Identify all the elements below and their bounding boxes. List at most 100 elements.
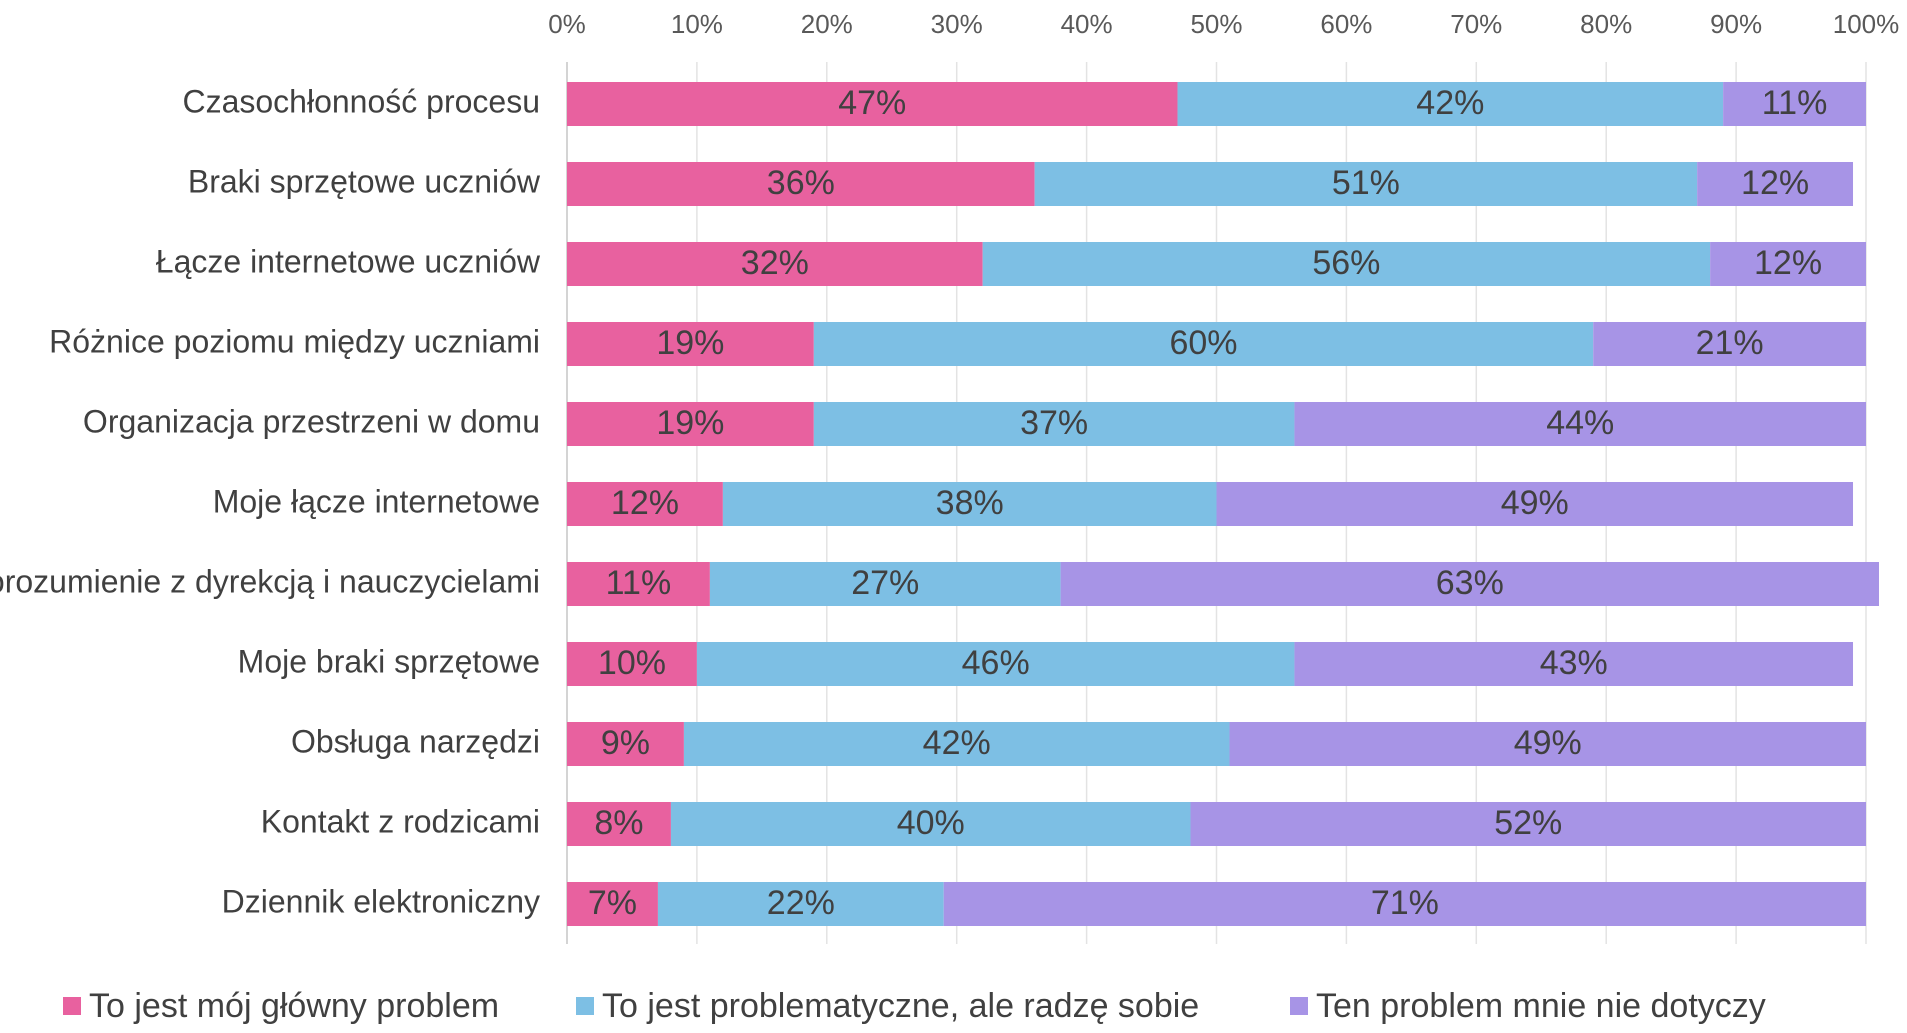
- data-label: 32%: [741, 244, 809, 282]
- legend-label: To jest mój główny problem: [89, 987, 499, 1025]
- data-label: 19%: [656, 324, 724, 362]
- bar-segment: [1593, 322, 1866, 366]
- data-label: 40%: [897, 804, 965, 842]
- category-label: Dziennik elektroniczny: [222, 883, 540, 919]
- bar-segment: [1190, 802, 1866, 846]
- bar-segment: [1710, 242, 1866, 286]
- data-label: 9%: [601, 724, 650, 762]
- data-label: 46%: [962, 644, 1030, 682]
- data-label: 21%: [1696, 324, 1764, 362]
- data-label: 56%: [1312, 244, 1380, 282]
- legend-label: Ten problem mnie nie dotyczy: [1316, 987, 1766, 1025]
- bar-segment: [722, 482, 1217, 526]
- x-tick-label: 70%: [1450, 9, 1502, 39]
- bar-segment: [1697, 162, 1854, 206]
- x-tick-label: 60%: [1320, 9, 1372, 39]
- data-label: 49%: [1501, 484, 1569, 522]
- x-tick-label: 80%: [1580, 9, 1632, 39]
- x-tick-label: 30%: [931, 9, 983, 39]
- data-label: 47%: [838, 84, 906, 122]
- x-tick-label: 40%: [1061, 9, 1113, 39]
- category-label: Moje łącze internetowe: [213, 483, 540, 519]
- data-label: 38%: [936, 484, 1004, 522]
- bar-segment: [696, 642, 1295, 686]
- data-label: 42%: [923, 724, 991, 762]
- legend-swatch: [63, 997, 81, 1015]
- data-label: 51%: [1332, 164, 1400, 202]
- bars: [567, 82, 1879, 926]
- data-label: 12%: [1754, 244, 1822, 282]
- data-label: 44%: [1546, 404, 1614, 442]
- bar-segment: [567, 402, 814, 446]
- bar-segment: [1216, 482, 1854, 526]
- legend-label: To jest problematyczne, ale radzę sobie: [602, 987, 1199, 1025]
- bar-segment: [567, 882, 658, 926]
- data-label: 37%: [1020, 404, 1088, 442]
- data-labels: 47% 42% 11% 36% 51% 12% 32% 56% 12% 19% 60% 21% 19% 3…: [588, 84, 1827, 922]
- legend-swatch: [1290, 997, 1308, 1015]
- data-label: 71%: [1371, 884, 1439, 922]
- data-label: 11%: [606, 564, 672, 602]
- data-label: 63%: [1436, 564, 1504, 602]
- bar-segment: [567, 82, 1178, 126]
- bar-segment: [709, 562, 1061, 606]
- data-label: 8%: [594, 804, 643, 842]
- bar-segment: [657, 882, 944, 926]
- data-label: 22%: [767, 884, 835, 922]
- category-label: Moje braki sprzętowe: [238, 643, 540, 679]
- data-label: 60%: [1169, 324, 1237, 362]
- x-tick-label: 100%: [1833, 9, 1900, 39]
- bar-segment: [567, 242, 983, 286]
- bar-segment: [567, 642, 697, 686]
- bar-segment: [683, 722, 1230, 766]
- bar-segment: [813, 402, 1295, 446]
- category-label: Czasochłonność procesu: [182, 83, 540, 119]
- data-label: 52%: [1494, 804, 1562, 842]
- bar-segment: [567, 802, 671, 846]
- category-label: Braki sprzętowe uczniów: [188, 163, 541, 199]
- bar-segment: [567, 162, 1035, 206]
- bar-segment: [1723, 82, 1866, 126]
- x-tick-label: 50%: [1190, 9, 1242, 39]
- bar-segment: [1294, 402, 1866, 446]
- data-label: 12%: [611, 484, 679, 522]
- category-labels: Czasochłonność procesu Braki sprzętowe uc…: [0, 83, 541, 919]
- data-label: 11%: [1762, 84, 1828, 122]
- x-tick-label: 20%: [801, 9, 853, 39]
- bar-segment: [1229, 722, 1866, 766]
- bar-segment: [813, 322, 1594, 366]
- bar-segment: [567, 562, 710, 606]
- legend-swatch: [576, 997, 594, 1015]
- legend: To jest mój główny problem To jest proble…: [63, 987, 1766, 1025]
- bar-segment: [1034, 162, 1698, 206]
- data-label: 19%: [656, 404, 724, 442]
- data-label: 36%: [767, 164, 835, 202]
- category-label: Kontakt z rodzicami: [261, 803, 540, 839]
- category-label: Porozumienie z dyrekcją i nauczycielami: [0, 563, 540, 599]
- x-axis-ticks: 0% 10% 20% 30% 40% 50% 60% 70% 80% 90% 100%: [548, 9, 1899, 39]
- bar-segment: [670, 802, 1191, 846]
- bar-segment: [943, 882, 1866, 926]
- x-tick-label: 90%: [1710, 9, 1762, 39]
- bar-segment: [1177, 82, 1724, 126]
- bar-segment: [1294, 642, 1854, 686]
- x-tick-label: 0%: [548, 9, 586, 39]
- data-label: 10%: [598, 644, 666, 682]
- x-tick-label: 10%: [671, 9, 723, 39]
- data-label: 27%: [851, 564, 919, 602]
- bar-segment: [567, 722, 684, 766]
- category-label: Łącze internetowe uczniów: [156, 243, 541, 279]
- bar-segment: [1060, 562, 1879, 606]
- bar-segment: [567, 322, 814, 366]
- category-label: Obsługa narzędzi: [291, 723, 540, 759]
- data-label: 42%: [1416, 84, 1484, 122]
- data-label: 12%: [1741, 164, 1809, 202]
- data-label: 43%: [1540, 644, 1608, 682]
- bar-segment: [982, 242, 1711, 286]
- bar-segment: [567, 482, 723, 526]
- category-label: Organizacja przestrzeni w domu: [83, 403, 540, 439]
- data-label: 7%: [588, 884, 637, 922]
- category-label: Różnice poziomu między uczniami: [49, 323, 540, 359]
